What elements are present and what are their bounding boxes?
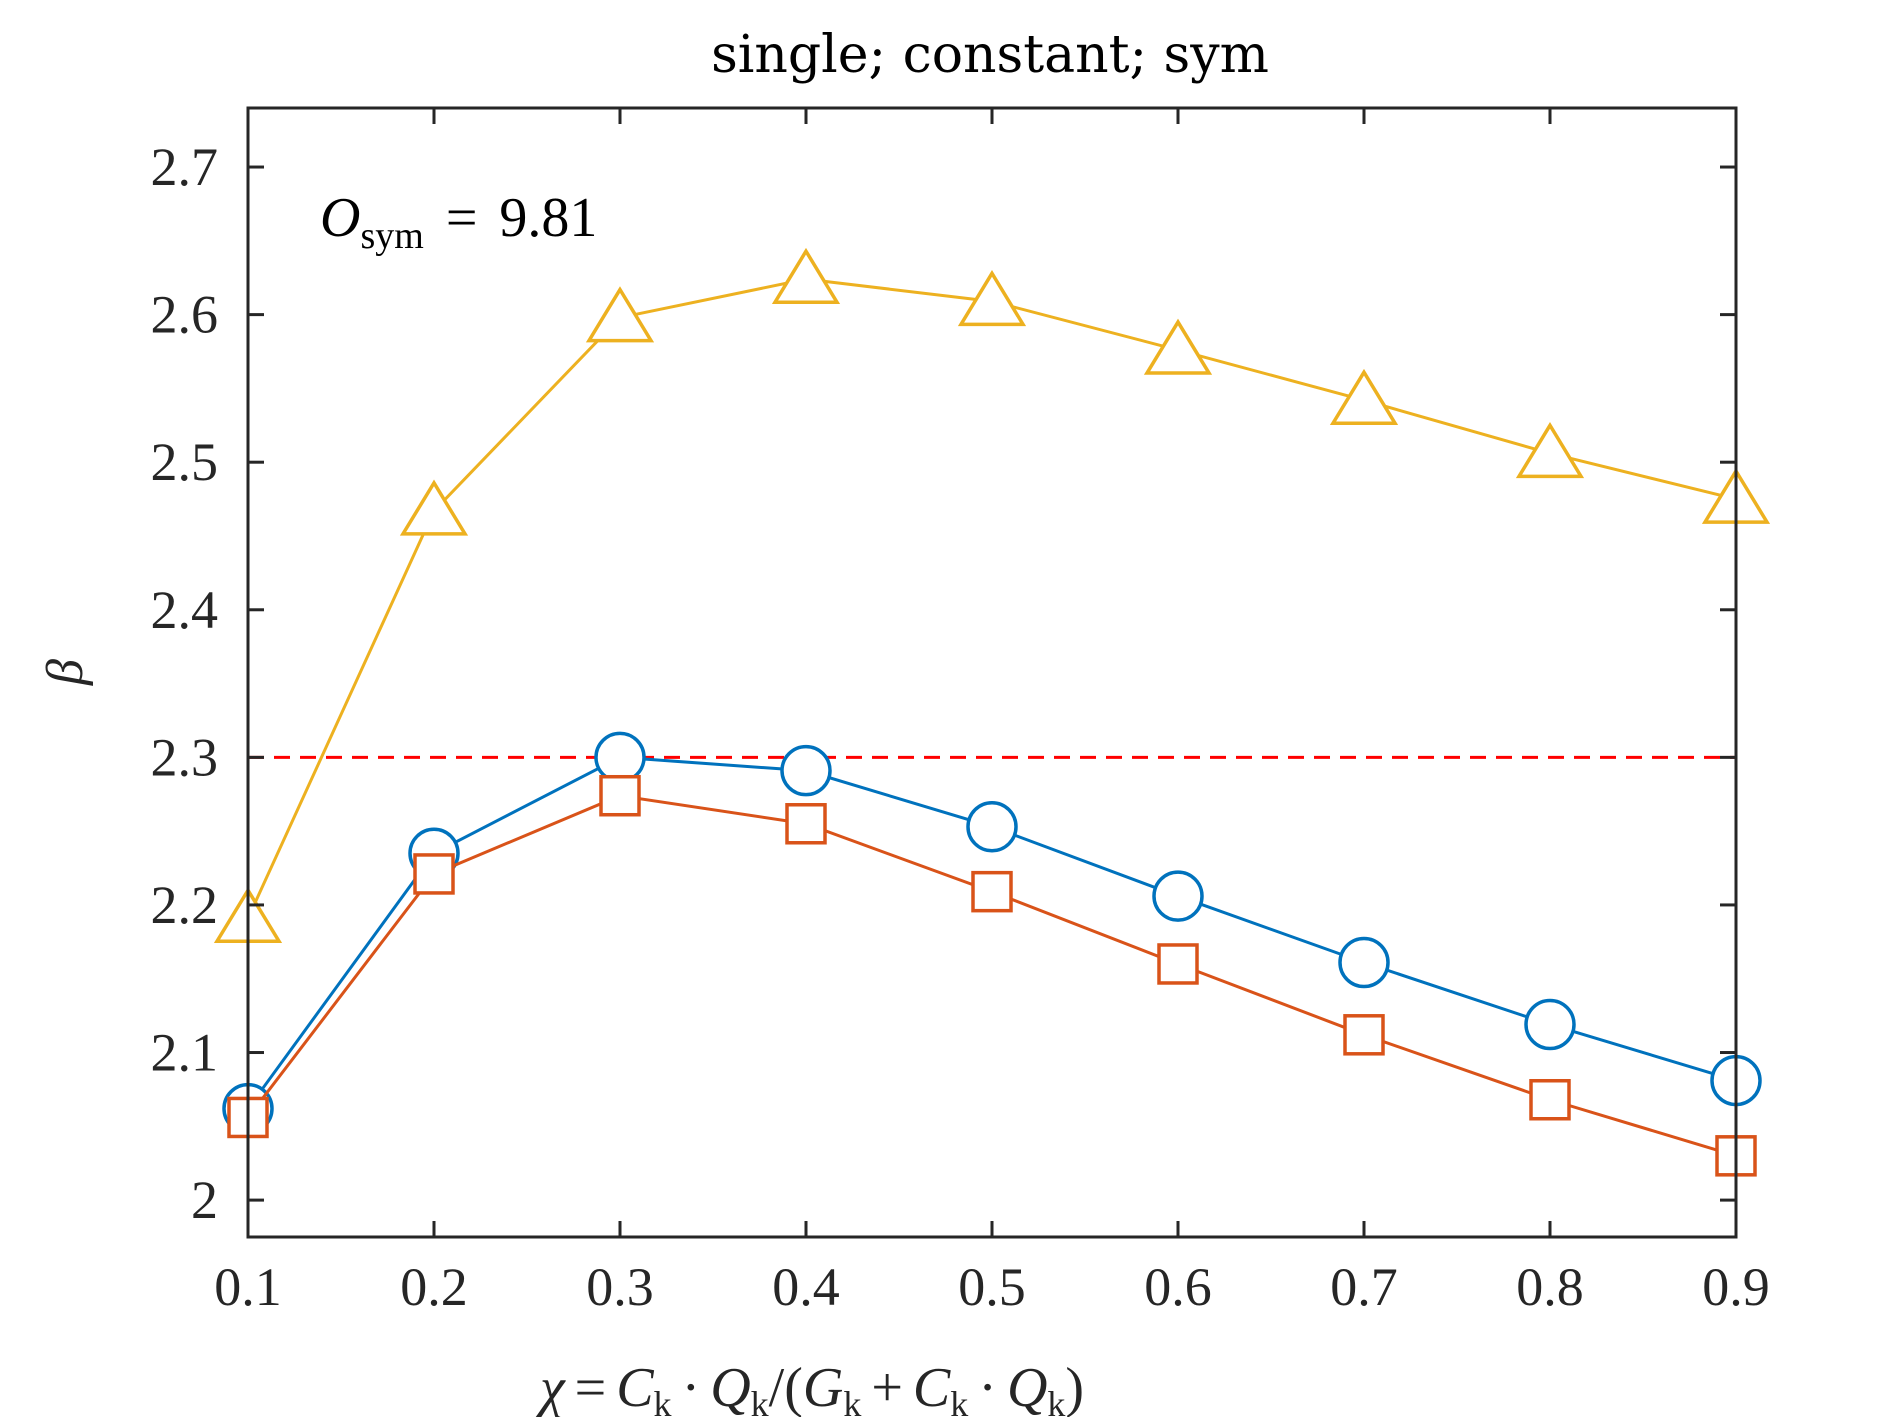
x-tick-label: 0.6 xyxy=(1144,1257,1212,1317)
y-tick-label: 2.7 xyxy=(151,137,219,197)
data-point-triangle xyxy=(1143,318,1213,375)
data-point-square xyxy=(1343,1014,1385,1056)
x-tick-label: 0.4 xyxy=(772,1257,840,1317)
data-point-triangle xyxy=(1329,368,1399,425)
annotation-text: Osym = 9.81 xyxy=(320,187,597,257)
data-point-circle xyxy=(1152,870,1204,922)
y-tick-label: 2 xyxy=(191,1170,218,1230)
data-point-circle xyxy=(966,800,1018,853)
data-point-circle xyxy=(594,731,646,784)
data-point-circle xyxy=(1338,936,1390,989)
data-point-triangle xyxy=(771,247,841,304)
x-tick-label: 0.7 xyxy=(1330,1257,1398,1317)
x-axis-label: χ = Ck · Qk/(Gk + Ck · Qk) xyxy=(535,1357,1084,1417)
data-point-square xyxy=(785,803,827,845)
plot-area: 0.1 0.2 0.3 0.4 0.5 0.6 0.7 0.8 0.9 2 2.1 2.2 2.3 2.4… xyxy=(151,106,1771,1317)
y-tick-label: 2.4 xyxy=(151,580,219,640)
x-tick-label: 0.2 xyxy=(400,1257,468,1317)
data-point-triangle xyxy=(957,269,1027,327)
y-tick-label: 2.3 xyxy=(151,727,219,787)
data-point-square xyxy=(1529,1078,1571,1121)
data-point-circle xyxy=(780,744,832,797)
data-point-square xyxy=(599,774,641,817)
data-point-triangle xyxy=(399,479,469,536)
x-tick-label: 0.8 xyxy=(1516,1257,1584,1317)
y-tick-label: 2.6 xyxy=(151,285,219,345)
y-tick-label: 2.2 xyxy=(151,875,219,935)
x-tick-label: 0.9 xyxy=(1702,1257,1770,1317)
chart-title: single; constant; sym xyxy=(711,25,1269,85)
data-point-square xyxy=(1157,943,1199,985)
y-tick-label: 2.1 xyxy=(151,1023,219,1083)
data-point-triangle xyxy=(585,286,655,343)
data-point-triangle xyxy=(1515,421,1585,479)
data-point-square xyxy=(413,853,455,895)
x-tick-label: 0.5 xyxy=(958,1257,1026,1317)
y-tick-label: 2.5 xyxy=(151,432,219,492)
x-tick-label: 0.3 xyxy=(586,1257,654,1317)
data-point-circle xyxy=(1524,998,1576,1051)
y-axis-label: β xyxy=(37,659,94,686)
data-point-square xyxy=(971,870,1013,913)
x-tick-label: 0.1 xyxy=(214,1257,282,1317)
